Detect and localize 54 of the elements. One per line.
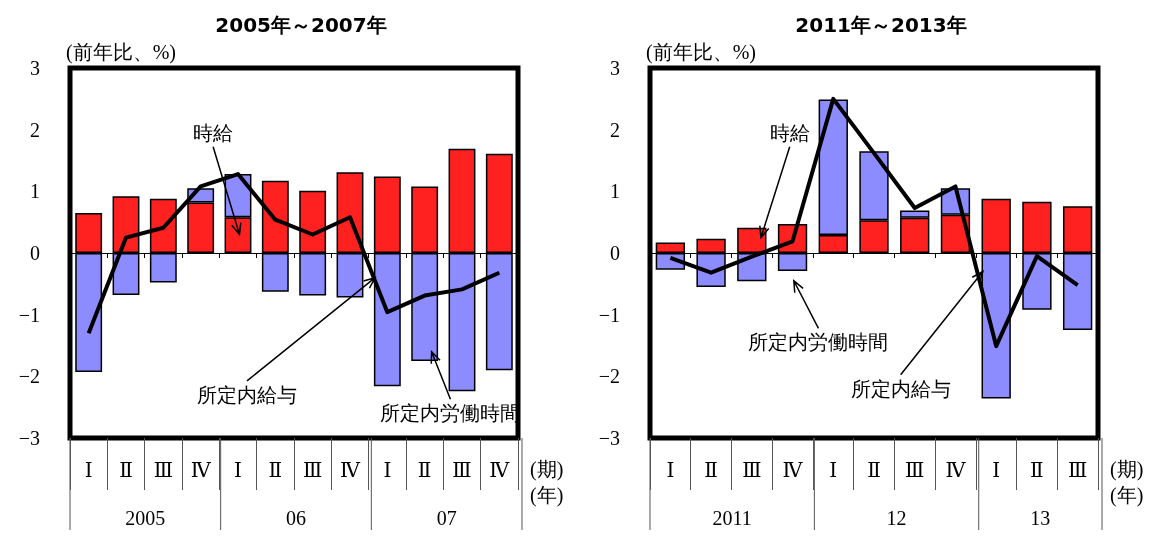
x-tick-label: Ⅰ: [829, 459, 838, 481]
text: 時給: [193, 121, 234, 144]
y-tick-label: 3: [610, 57, 620, 79]
x-tick-label: Ⅲ: [1067, 459, 1088, 481]
y-tick-label: 0: [610, 242, 620, 264]
x-tick-label: Ⅰ: [84, 459, 93, 481]
text: 所定内給与: [197, 383, 298, 406]
x-tick-label: Ⅰ: [666, 459, 675, 481]
y-tick-label: −2: [18, 365, 40, 388]
x-tick-label: Ⅱ: [704, 459, 718, 481]
text: 06: [286, 507, 306, 529]
x-tick-label: Ⅱ: [417, 459, 432, 481]
x-tick-label: Ⅱ: [1030, 459, 1044, 481]
x-tick-label: Ⅳ: [945, 459, 967, 481]
x-tick-label: Ⅰ: [234, 459, 242, 481]
x-tick-label: Ⅳ: [489, 459, 511, 481]
text: 2011: [712, 507, 752, 529]
y-tick-label: −3: [598, 427, 620, 449]
text: 07: [436, 507, 457, 529]
x-tick-label: Ⅲ: [303, 459, 323, 481]
x-tick-label: Ⅱ: [867, 459, 881, 481]
y-tick-label: 2: [30, 118, 40, 141]
y-axis-title: (前年比、%): [646, 41, 756, 64]
x-tick-label: Ⅲ: [742, 459, 762, 481]
x-tick-label: Ⅱ: [268, 459, 283, 481]
y-tick-label: 1: [610, 180, 620, 203]
x-axis-title: (期) (年): [530, 458, 564, 507]
x-tick-label: Ⅲ: [452, 459, 472, 481]
x-tick-label: Ⅰ: [383, 459, 392, 481]
x-tick-label: Ⅳ: [340, 459, 362, 481]
y-tick-label: 3: [30, 57, 40, 79]
chart-title: 2005年～2007年: [215, 13, 387, 37]
y-tick-label: 2: [610, 118, 620, 141]
y-axis-title: (前年比、%): [66, 41, 176, 64]
chart-title: 2011年～2013年: [795, 13, 967, 37]
y-tick-label: −2: [598, 365, 620, 388]
legend-label: 所定内労働時間: [748, 331, 889, 354]
text: 13: [1030, 507, 1051, 529]
x-axis-title: (期) (年): [1110, 458, 1144, 507]
text: 2005: [125, 507, 166, 529]
x-tick-label: Ⅰ: [992, 459, 1001, 481]
y-tick-label: −1: [598, 303, 620, 326]
x-tick-label: Ⅳ: [782, 459, 804, 481]
y-tick-label: −3: [18, 427, 40, 449]
text: 12: [886, 507, 907, 529]
text: 所定内給与: [850, 377, 951, 400]
y-tick-label: −1: [18, 303, 40, 326]
y-tick-label: 0: [30, 242, 40, 264]
x-tick-label: Ⅲ: [153, 459, 173, 481]
x-tick-label: Ⅳ: [190, 459, 212, 481]
text: 時給: [769, 121, 810, 144]
x-tick-label: Ⅱ: [119, 459, 133, 481]
y-tick-label: 1: [30, 180, 40, 203]
x-tick-label: Ⅲ: [905, 459, 925, 481]
